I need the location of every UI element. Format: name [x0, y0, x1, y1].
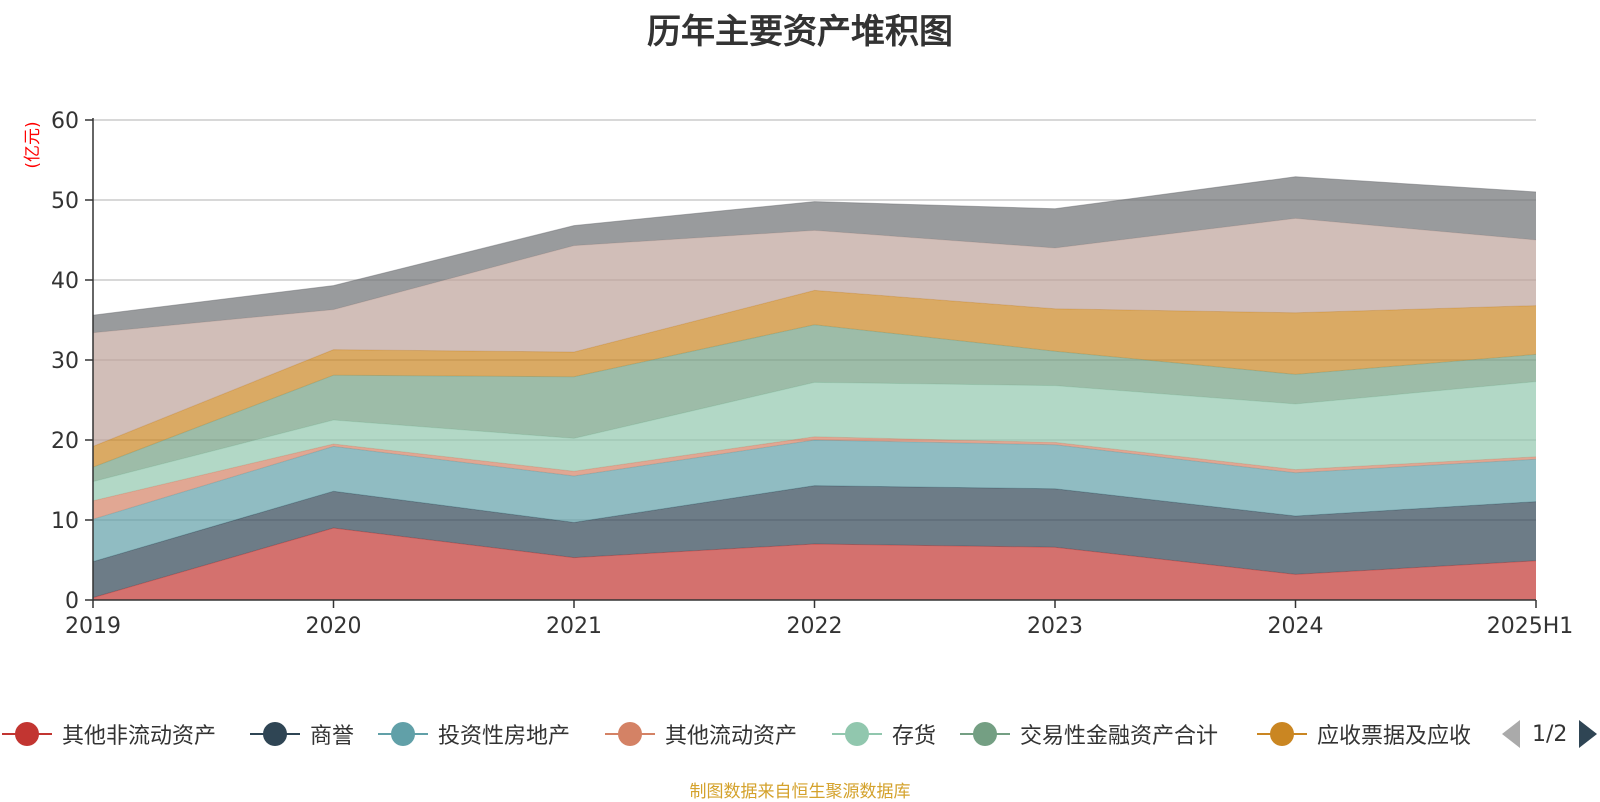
- area-series-7: [93, 290, 1536, 468]
- stacked-area-chart: 0 10 20 30 40 50 60 2019 2020 2021 2022 2023 2024 202…: [23, 109, 1573, 639]
- legend: 其他非流动资产 商誉 投资性房地产 其他流动资产 存货 交易性金融资产合计 应收票据及应收: [0, 718, 1600, 750]
- legend-item-1[interactable]: 其他非流动资产: [2, 718, 216, 750]
- legend-item-6[interactable]: 交易性金融资产合计: [960, 718, 1218, 750]
- legend-marker-icon: [2, 718, 52, 750]
- area-series-1: [93, 528, 1536, 600]
- area-series-8: [93, 218, 1536, 447]
- area-series-6: [93, 324, 1536, 482]
- area-series-9: [93, 176, 1536, 333]
- legend-marker-icon: [605, 718, 655, 750]
- x-tick-label: 2024: [1268, 614, 1324, 639]
- legend-item-3[interactable]: 投资性房地产: [378, 718, 570, 750]
- y-tick-label: 10: [51, 509, 79, 534]
- x-tick-label: 2023: [1027, 614, 1083, 639]
- legend-label: 其他流动资产: [665, 724, 798, 749]
- x-tick-label: 2022: [787, 614, 843, 639]
- legend-label: 其他非流动资产: [62, 724, 217, 749]
- area-series: [92, 176, 1537, 600]
- legend-marker-icon: [960, 718, 1010, 750]
- area-series-3: [93, 440, 1536, 562]
- area-series-edge-9: [92, 176, 1537, 316]
- legend-item-2[interactable]: 商誉: [250, 718, 354, 750]
- x-tick-label: 2019: [65, 614, 121, 639]
- y-tick-label: 0: [65, 589, 79, 614]
- data-source-note: 制图数据来自恒生聚源数据库: [689, 782, 911, 802]
- y-tick-label: 60: [51, 109, 79, 134]
- area-series-5: [93, 381, 1536, 501]
- y-axis-unit-label: (亿元): [23, 121, 43, 168]
- y-tick-label: 50: [51, 189, 79, 214]
- area-series-4: [93, 436, 1536, 520]
- y-tick-label: 30: [51, 349, 79, 374]
- legend-marker-icon: [832, 718, 882, 750]
- legend-page-indicator: 1/2: [1532, 721, 1568, 747]
- axes: 0 10 20 30 40 50 60 2019 2020 2021 2022 2023 2024 202…: [51, 109, 1573, 639]
- legend-prev-page-icon[interactable]: [1502, 720, 1520, 748]
- legend-label: 商誉: [310, 724, 355, 749]
- x-tick-label: 2020: [306, 614, 362, 639]
- x-tick-label: 2021: [546, 614, 602, 639]
- legend-pager: 1/2: [1502, 718, 1598, 750]
- legend-item-7[interactable]: 应收票据及应收: [1257, 718, 1471, 750]
- area-series-2: [93, 485, 1536, 598]
- legend-marker-icon: [1257, 718, 1307, 750]
- legend-label: 交易性金融资产合计: [1020, 724, 1219, 749]
- legend-label: 投资性房地产: [438, 724, 571, 749]
- x-tick-label: 2025H1: [1487, 614, 1574, 639]
- legend-item-5[interactable]: 存货: [832, 718, 936, 750]
- y-tick-label: 40: [51, 269, 79, 294]
- legend-marker-icon: [378, 718, 428, 750]
- chart-title: 历年主要资产堆积图: [647, 12, 953, 52]
- legend-label: 存货: [892, 724, 937, 749]
- legend-marker-icon: [250, 718, 300, 750]
- y-tick-label: 20: [51, 429, 79, 454]
- legend-label: 应收票据及应收: [1317, 724, 1472, 749]
- legend-item-4[interactable]: 其他流动资产: [605, 718, 797, 750]
- legend-next-page-icon[interactable]: [1579, 720, 1598, 748]
